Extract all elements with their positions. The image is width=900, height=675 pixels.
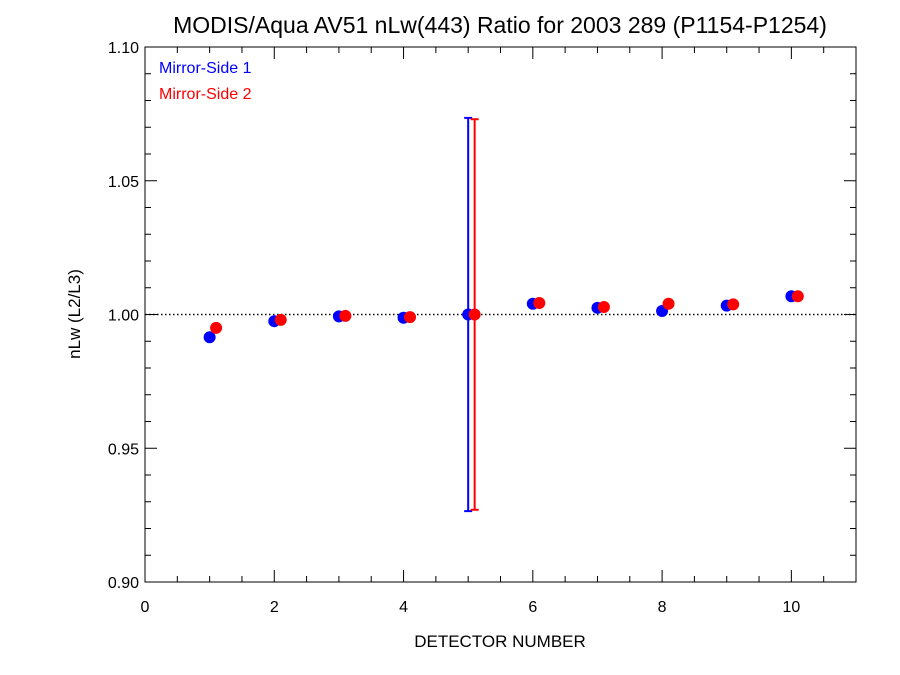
y-tick-label: 0.95 [108, 441, 139, 458]
axis-ticks: 0 2 4 6 8 10 0.90 0.95 1.00 1.05 1.10 [108, 40, 857, 616]
legend-entry: Mirror-Side 1 [159, 60, 252, 77]
data-point-series-2 [468, 308, 481, 321]
legend-entry: Mirror-Side 2 [159, 86, 252, 103]
data-point-series-2 [727, 298, 740, 311]
data-point-series-2 [210, 321, 223, 334]
data-point-series-2 [404, 311, 417, 324]
x-tick-label: 10 [782, 599, 800, 616]
x-tick-label: 4 [399, 599, 408, 616]
y-tick-label: 1.00 [108, 308, 139, 325]
data-point-series-1 [203, 331, 216, 344]
data-point-series-2 [274, 313, 287, 326]
x-tick-label: 8 [658, 599, 667, 616]
legend: Mirror-Side 1 Mirror-Side 2 [159, 60, 252, 103]
y-tick-label: 1.10 [108, 40, 139, 57]
data-point-series-2 [597, 301, 610, 314]
data-point-series-2 [662, 297, 675, 310]
y-tick-label: 1.05 [108, 174, 139, 191]
x-axis-label: DETECTOR NUMBER [414, 632, 586, 651]
y-axis-label: nLw (L2/L3) [65, 269, 84, 359]
chart-title: MODIS/Aqua AV51 nLw(443) Ratio for 2003 … [173, 12, 827, 38]
data-point-series-2 [791, 290, 804, 303]
data-point-series-2 [339, 309, 352, 322]
x-tick-label: 6 [528, 599, 537, 616]
x-tick-label: 0 [141, 599, 150, 616]
x-tick-label: 2 [270, 599, 279, 616]
data-points [203, 290, 804, 344]
y-tick-label: 0.90 [108, 575, 139, 592]
data-point-series-2 [533, 296, 546, 309]
